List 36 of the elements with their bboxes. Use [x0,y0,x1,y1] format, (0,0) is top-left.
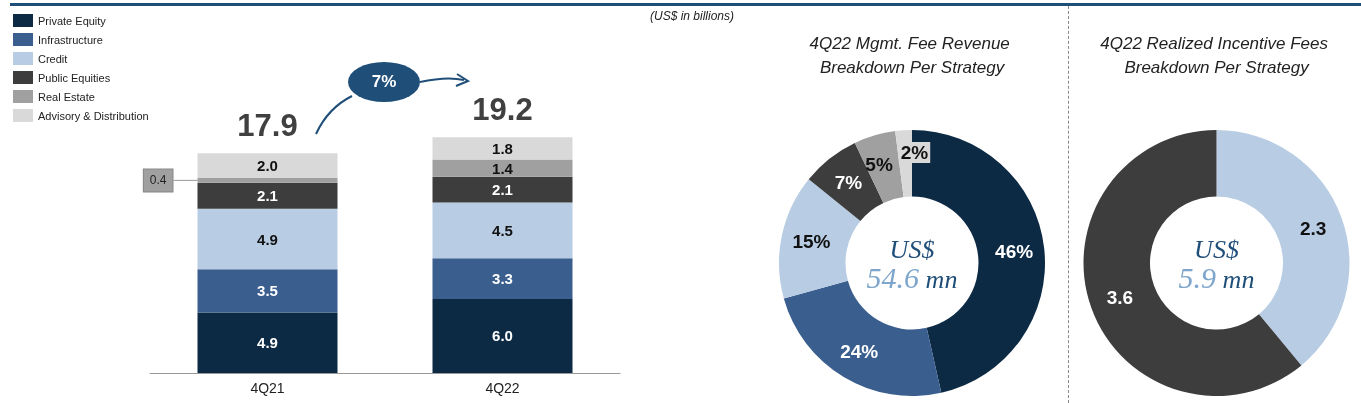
x-tick-label: 4Q22 [485,380,520,396]
legend-label: Advisory & Distribution [38,109,149,122]
chart-title: 4Q22 Realized Incentive Fees Breakdown Per Strategy [1100,33,1333,77]
legend-label: Infrastructure [38,33,103,46]
text: (US$ in billions) [650,9,735,23]
total-label: 19.2 [472,92,533,128]
data-label: 0.4 [149,173,167,188]
data-label: 2.1 [257,187,278,205]
data-label: 4.5 [492,221,513,239]
data-label: 2.1 [492,181,513,199]
data-label: 5% [865,153,893,175]
data-label: 3.6 [1106,287,1134,309]
legend-label: Public Equities [38,71,111,84]
data-label: 1.8 [492,139,513,157]
data-label: 46% [995,241,1034,263]
data-label: 4.9 [257,230,278,248]
data-label: 6.0 [492,327,513,345]
data-label: 7% [834,171,863,193]
data-label: 24% [840,340,879,362]
data-label: 2% [900,141,929,163]
data-label: 15% [792,231,831,253]
data-label: 3.5 [257,282,278,300]
text: 7% [348,62,420,102]
legend-label: Credit [38,52,68,65]
data-label: 3.3 [492,270,513,288]
total-label: 17.9 [237,108,298,144]
legend-label: Private Equity [38,14,107,27]
legend-label: Real Estate [38,90,95,103]
data-label: 2.0 [257,157,278,175]
data-label: 2.3 [1299,217,1327,239]
chart-title: 4Q22 Mgmt. Fee Revenue Breakdown Per Strategy [809,33,1015,77]
data-label: 1.4 [492,159,514,177]
x-tick-label: 4Q21 [250,380,285,396]
text: US$ 5.9 mn [1178,235,1255,294]
text: US$ 54.6 mn [866,235,958,294]
data-label: 4.9 [257,334,278,352]
